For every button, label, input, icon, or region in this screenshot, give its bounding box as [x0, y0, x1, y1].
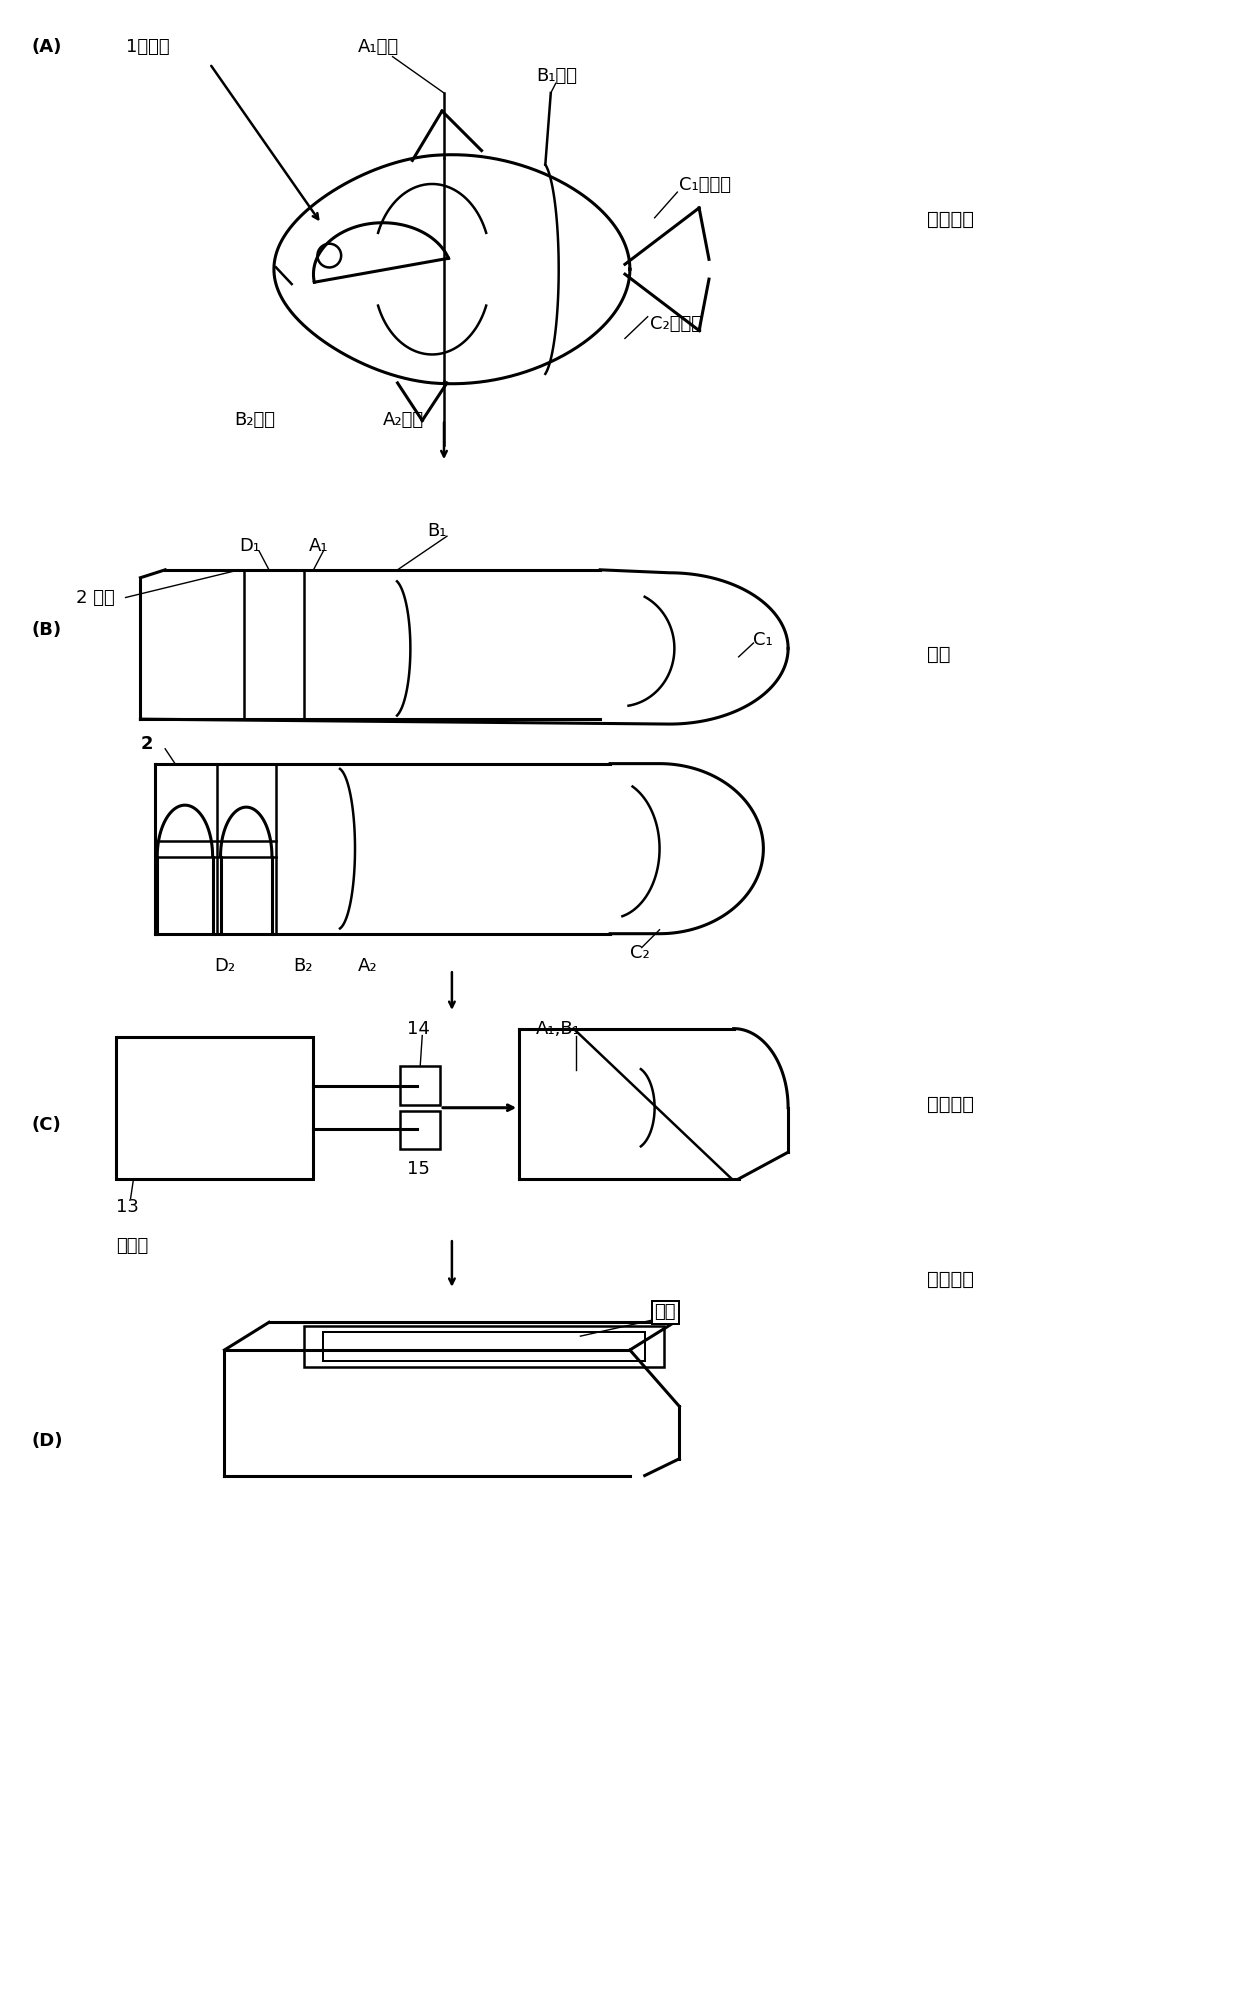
Text: A₂: A₂: [358, 958, 378, 976]
Text: 14: 14: [408, 1019, 430, 1037]
Text: A₁,B₁: A₁,B₁: [536, 1019, 580, 1037]
Text: 2: 2: [140, 735, 153, 753]
Text: 色差计: 色差计: [115, 1236, 148, 1254]
Text: B₁背段: B₁背段: [536, 68, 577, 86]
Text: (C): (C): [32, 1115, 62, 1133]
Text: A₁: A₁: [309, 538, 329, 555]
Text: A₁中段: A₁中段: [358, 38, 399, 56]
Text: C₁: C₁: [754, 631, 774, 649]
Bar: [115, 1037, 314, 1179]
Bar: [304, 1326, 665, 1366]
Text: 切割: 切割: [926, 645, 950, 665]
Text: 脂肪测定: 脂肪测定: [926, 211, 973, 229]
Text: 标签: 标签: [655, 1304, 676, 1322]
Text: (D): (D): [32, 1432, 63, 1449]
Bar: [401, 1111, 440, 1149]
Text: D₂: D₂: [215, 958, 236, 976]
Text: 色差测定: 色差测定: [926, 1095, 973, 1115]
Text: B₁: B₁: [428, 522, 446, 540]
Text: 15: 15: [408, 1161, 430, 1179]
Text: D₁: D₁: [239, 538, 260, 555]
Text: C₁瑞鱼肉: C₁瑞鱼肉: [680, 175, 732, 195]
Text: 标签粘贴: 标签粘贴: [926, 1270, 973, 1290]
Text: (B): (B): [32, 621, 62, 639]
Text: 13: 13: [115, 1199, 139, 1217]
Text: 2 腾肉: 2 腾肉: [76, 589, 115, 607]
Text: C₂: C₂: [630, 944, 650, 962]
Bar: [401, 1067, 440, 1105]
Text: (A): (A): [32, 38, 62, 56]
Bar: [324, 1332, 645, 1362]
Text: B₂肥段: B₂肥段: [234, 410, 275, 428]
Text: 1金枪鱼: 1金枪鱼: [125, 38, 169, 56]
Text: C₂瑞鱼肉: C₂瑞鱼肉: [650, 315, 702, 332]
Text: B₂: B₂: [294, 958, 314, 976]
Text: A₂中段: A₂中段: [383, 410, 424, 428]
